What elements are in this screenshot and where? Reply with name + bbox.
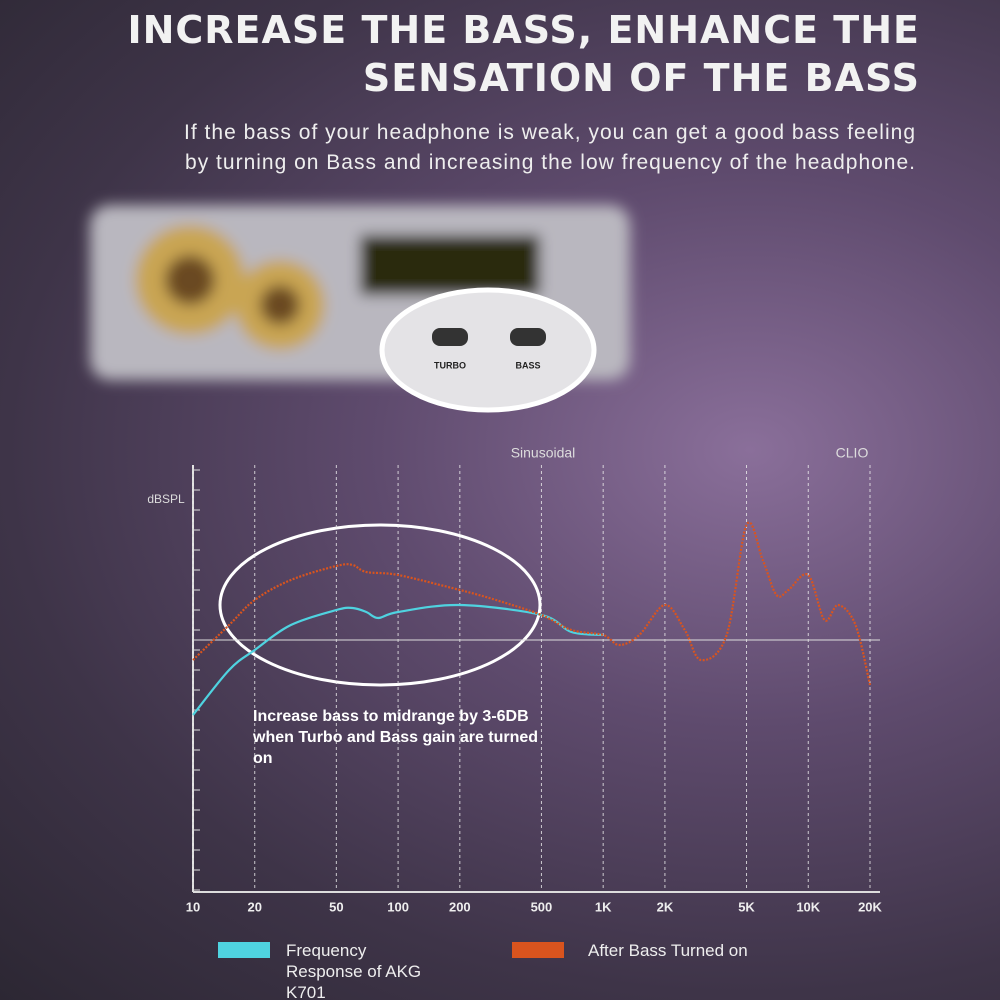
x-tick-label: 2K: [657, 899, 674, 914]
x-tick-label: 20: [248, 899, 262, 914]
x-tick-label: 50: [329, 899, 343, 914]
x-tick-label: 10: [186, 899, 200, 914]
x-tick-label: 100: [387, 899, 409, 914]
legend-label: After Bass Turned on: [588, 941, 748, 960]
legend-label: Frequency Response of AKG K701: [286, 941, 422, 1000]
y-label: dBSPL: [147, 492, 185, 506]
x-tick-label: 1K: [595, 899, 612, 914]
highlight-ellipse: [218, 523, 542, 687]
x-tick-label: 200: [449, 899, 471, 914]
switch: [510, 328, 546, 346]
title: INCREASE THE BASS, ENHANCE THE SENSATION…: [127, 8, 920, 100]
source-label: CLIO: [836, 445, 869, 461]
annotation: Increase bass to midrange by 3-6DB when …: [253, 708, 539, 767]
x-tick-label: 500: [531, 899, 553, 914]
x-tick-label: 20K: [858, 899, 882, 914]
switch-label: BASS: [515, 360, 540, 370]
device-image: [90, 205, 630, 380]
chart-title: Sinusoidal: [511, 445, 576, 461]
switch: [432, 328, 468, 346]
series-line: [192, 603, 604, 716]
switch-label: TURBO: [434, 360, 466, 370]
x-tick-label: 10K: [796, 899, 820, 914]
zoom-circle: [379, 287, 597, 413]
x-tick-label: 5K: [738, 899, 755, 914]
legend-swatch: [218, 942, 270, 958]
subtitle: If the bass of your headphone is weak, y…: [184, 121, 916, 174]
legend-swatch: [512, 942, 564, 958]
series-line: [192, 521, 872, 686]
